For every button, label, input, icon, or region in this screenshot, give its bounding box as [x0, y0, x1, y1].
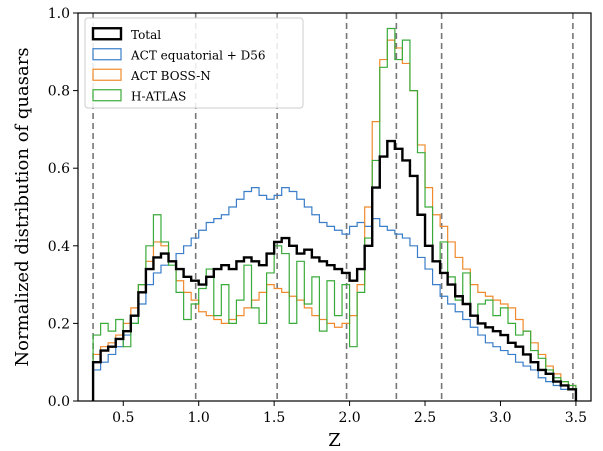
- y-tick-label-0: 0.0: [48, 394, 70, 410]
- y-tick-label-1: 0.2: [48, 316, 70, 332]
- legend-box: [84, 17, 304, 109]
- legend: Total ACT equatorial + D56 ACT BOSS-N H-…: [84, 17, 304, 109]
- legend-entry-h-atlas: H-ATLAS: [92, 89, 186, 103]
- x-tick-label-2: 1.5: [263, 410, 285, 426]
- legend-label-act-equatorial: ACT equatorial + D56: [130, 48, 266, 62]
- legend-entry-total: Total: [91, 27, 161, 42]
- series-0-step-line: [91, 139, 578, 401]
- y-tick-label-5: 1.0: [48, 6, 70, 22]
- x-tick-label-3: 2.0: [338, 410, 360, 426]
- x-axis-ticks: 0.5 1.0 1.5 2.0 2.5 3.0 3.5: [112, 401, 587, 426]
- x-tick-label-0: 0.5: [112, 410, 134, 426]
- x-tick-label-5: 3.0: [489, 410, 511, 426]
- plot-area: 0.5 1.0 1.5 2.0 2.5 3.0 3.5 0.0 0.2 0.4 0.6 0.8 1.0: [48, 6, 592, 426]
- y-tick-label-2: 0.4: [48, 239, 70, 255]
- legend-swatch-h-atlas: [92, 89, 122, 102]
- series-3-step-line: [92, 27, 577, 401]
- x-tick-label-6: 3.5: [565, 410, 587, 426]
- legend-swatch-act-boss-n: [92, 68, 122, 81]
- x-tick-label-4: 2.5: [414, 410, 436, 426]
- y-axis-label: Normalized distribution of quasars: [12, 47, 33, 366]
- y-tick-label-4: 0.8: [48, 84, 70, 100]
- legend-label-total: Total: [131, 28, 161, 42]
- legend-entry-act-equatorial: ACT equatorial + D56: [92, 48, 266, 62]
- y-tick-label-3: 0.6: [48, 161, 70, 177]
- x-axis-label: Z: [328, 430, 341, 451]
- x-tick-label-1: 1.0: [188, 410, 210, 426]
- legend-label-h-atlas: H-ATLAS: [131, 89, 186, 103]
- legend-label-act-boss-n: ACT BOSS-N: [130, 69, 211, 83]
- series-layer: [91, 27, 578, 401]
- legend-entry-act-boss-n: ACT BOSS-N: [92, 68, 211, 83]
- y-axis-ticks: 0.0 0.2 0.4 0.6 0.8 1.0: [48, 6, 78, 410]
- axes-frame: [77, 12, 592, 402]
- legend-swatch-act-equatorial: [92, 48, 122, 61]
- legend-swatch-total: [91, 27, 123, 41]
